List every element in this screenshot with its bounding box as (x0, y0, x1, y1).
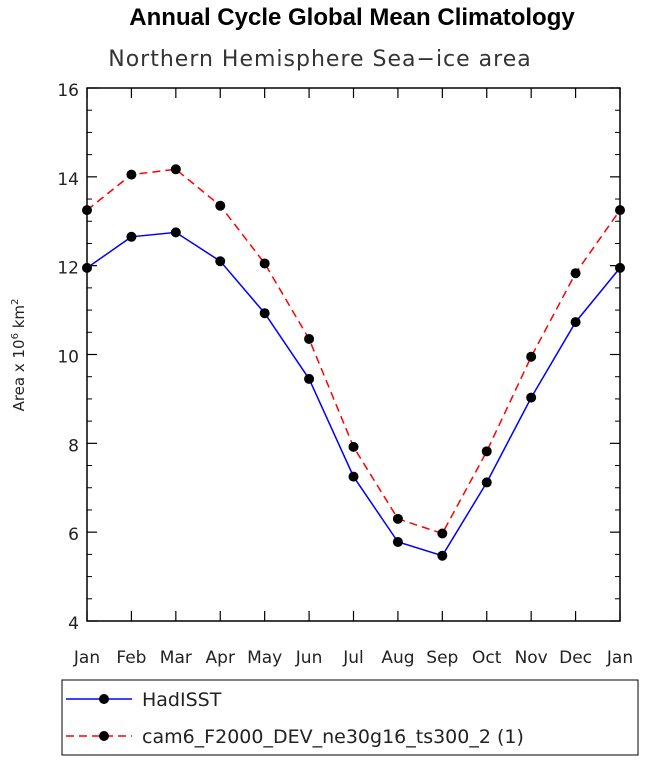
legend: HadISST cam6_F2000_DEV_ne30g16_ts300_2 (1… (66, 689, 524, 748)
series-1-point (526, 351, 537, 362)
series-0-point (348, 471, 359, 482)
series-0-point (126, 231, 137, 242)
x-tick-label: Jul (342, 648, 364, 668)
series-1-point (170, 164, 181, 175)
series-0-point (392, 536, 403, 547)
x-tick-label: May (247, 648, 282, 668)
series-0-point (82, 262, 92, 273)
series-1-point (481, 446, 492, 457)
x-tick-label: Aug (381, 648, 414, 668)
series-1-point (392, 513, 403, 524)
series-0-point (615, 262, 625, 273)
y-axis-label-unit: km (10, 305, 28, 333)
y-axis-label-unit-exponent: 2 (10, 299, 21, 305)
legend-box (61, 679, 639, 756)
x-tick-label: Mar (160, 648, 192, 668)
y-axis-label: Area x 106 km2 (10, 299, 28, 412)
series-1-point (348, 441, 359, 452)
series-0-point (215, 256, 226, 267)
y-tick-label: 16 (57, 81, 79, 101)
series-line-0 (86, 231, 621, 557)
y-axis-label-prefix: Area x 10 (10, 339, 28, 411)
ticks: 4 6 8 10 12 14 16 Jan Feb Mar Apr May Jun Jul Aug Sep Oc… (57, 81, 633, 668)
series-1-point (570, 268, 581, 279)
series-0-point (170, 227, 181, 238)
y-tick-label: 4 (68, 614, 79, 634)
legend-marker-1 (99, 731, 109, 741)
series-1-point (126, 169, 137, 180)
legend-label-0: HadISST (142, 689, 222, 711)
series-1-point (304, 333, 315, 344)
x-tick-label: Sep (426, 648, 458, 668)
series-1-point (615, 205, 625, 216)
series-0-point (481, 477, 492, 488)
y-tick-label: 6 (68, 525, 79, 545)
series-0-point (526, 392, 537, 403)
y-tick-label: 14 (57, 170, 79, 190)
series-1-point (259, 258, 270, 269)
legend-label-1: cam6_F2000_DEV_ne30g16_ts300_2 (1) (142, 726, 524, 748)
series-1-point (82, 205, 92, 216)
series-1-point (437, 528, 448, 539)
x-tick-label: Feb (116, 648, 146, 668)
y-tick-label: 8 (68, 436, 79, 456)
x-tick-label: Apr (206, 648, 235, 668)
x-tick-label: Jan (606, 648, 633, 668)
series-0-point (570, 317, 581, 328)
series-0-point (437, 550, 448, 561)
legend-marker-0 (99, 694, 109, 704)
x-tick-label: Jun (295, 648, 323, 668)
x-tick-label: Nov (515, 648, 548, 668)
x-tick-label: Jan (73, 648, 100, 668)
chart-title: Annual Cycle Global Mean Climatology (129, 4, 575, 31)
y-axis-label-exponent: 6 (10, 333, 21, 339)
series-0-point (304, 373, 315, 384)
x-tick-label: Oct (472, 648, 502, 668)
y-tick-label: 10 (57, 348, 79, 368)
y-tick-label: 12 (57, 259, 79, 279)
x-tick-label: Dec (559, 648, 592, 668)
series (82, 164, 625, 561)
plot-frame (86, 87, 621, 622)
series-0-point (259, 308, 270, 319)
series-1-point (215, 200, 226, 211)
chart-subtitle: Northern Hemisphere Sea−ice area (108, 47, 532, 72)
